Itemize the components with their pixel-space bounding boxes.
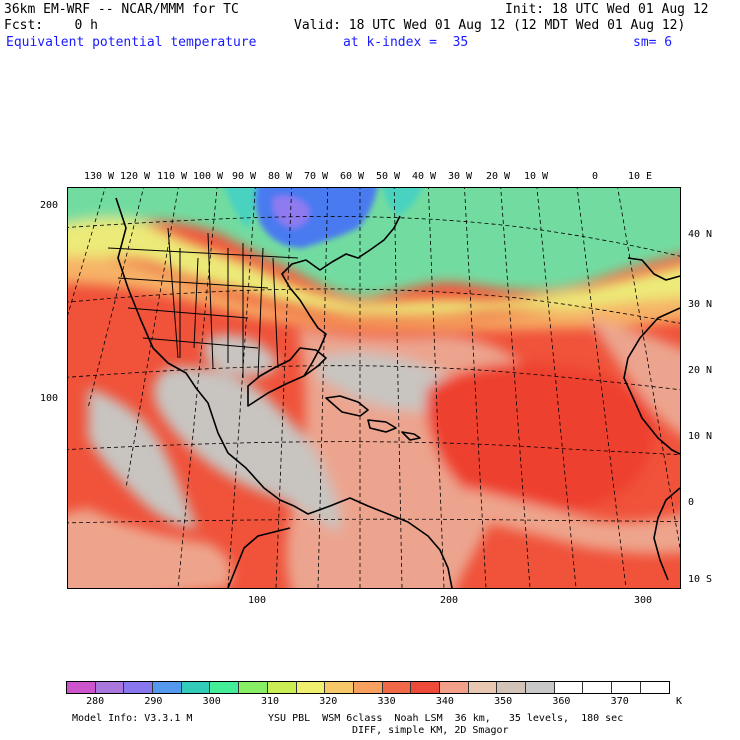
model-info: Model Info: V3.3.1 M — [72, 713, 193, 724]
colorbar-swatch — [353, 682, 383, 693]
colorbar-label: 360 — [552, 696, 571, 707]
longitude-label: 120 W — [119, 171, 151, 182]
state-borders — [107, 227, 299, 379]
longitude-label: 10 E — [627, 171, 653, 182]
colorbar-swatch — [382, 682, 412, 693]
colorbar-swatch — [583, 682, 613, 693]
longitude-label: 130 W — [83, 171, 115, 182]
cold-core-blue — [224, 188, 422, 248]
colorbar-units: K — [675, 696, 683, 707]
longitude-label: 70 W — [303, 171, 329, 182]
longitude-label: 20 W — [485, 171, 511, 182]
colorbar-swatch — [612, 682, 641, 693]
theta-e-shading — [68, 188, 680, 588]
latitude-label: 30 N — [688, 299, 713, 310]
longitude-label: 30 W — [447, 171, 473, 182]
colorbar-label: 280 — [86, 696, 105, 707]
y-tick-100: 100 — [40, 393, 59, 404]
graticule — [68, 188, 680, 588]
colorbar-label: 310 — [260, 696, 280, 707]
x-tick-300: 300 — [633, 595, 653, 606]
longitude-label: 110 W — [156, 171, 188, 182]
colorbar-swatch — [267, 682, 297, 693]
longitude-label: 0 — [591, 171, 599, 182]
colorbar-swatch — [468, 682, 498, 693]
latitude-label: 10 S — [688, 574, 713, 585]
smoothing-info: sm= 6 — [633, 35, 673, 50]
colorbar-swatch — [296, 682, 326, 693]
colorbar-swatch — [411, 682, 440, 693]
colorbar-swatch — [67, 682, 96, 693]
longitude-label: 10 W — [523, 171, 549, 182]
field-name: Equivalent potential temperature — [6, 35, 257, 50]
colorbar-swatch — [95, 682, 125, 693]
y-tick-200: 200 — [40, 200, 59, 211]
colorbar-swatch — [239, 682, 268, 693]
longitude-label: 50 W — [375, 171, 401, 182]
forecast-hour: Fcst: 0 h — [4, 18, 98, 33]
colorbar-swatch — [124, 682, 154, 693]
level-info: at k-index = 35 — [343, 35, 469, 50]
longitude-label: 40 W — [411, 171, 437, 182]
colorbar-label: 340 — [435, 696, 454, 707]
colorbar-swatch — [640, 682, 670, 693]
model-title: 36km EM-WRF -- NCAR/MMM for TC — [4, 2, 239, 17]
latitude-label: 10 N — [688, 431, 713, 442]
theta-e-map[interactable] — [67, 187, 681, 589]
colorbar — [66, 681, 671, 694]
colorbar-swatch — [181, 682, 211, 693]
colorbar-label: 320 — [319, 696, 338, 707]
longitude-label: 60 W — [339, 171, 365, 182]
colorbar-label: 350 — [494, 696, 513, 707]
physics-info: YSU PBL WSM 6class Noah LSM 36 km, 35 le… — [268, 713, 624, 724]
x-tick-200: 200 — [439, 595, 459, 606]
colorbar-swatch — [497, 682, 526, 693]
colorbar-swatch — [439, 682, 469, 693]
latitude-label: 20 N — [688, 365, 713, 376]
init-time: Init: 18 UTC Wed 01 Aug 12 — [505, 2, 709, 17]
colorbar-swatch — [153, 682, 182, 693]
valid-time: Valid: 18 UTC Wed 01 Aug 12 (12 MDT Wed … — [294, 18, 686, 33]
latitude-label: 40 N — [688, 229, 713, 240]
colorbar-label: 290 — [144, 696, 163, 707]
longitude-label: 90 W — [231, 171, 257, 182]
colorbar-label: 300 — [202, 696, 221, 707]
colorbar-label: 370 — [610, 696, 629, 707]
colorbar-swatch — [554, 682, 584, 693]
colorbar-swatch — [325, 682, 354, 693]
colorbar-swatch — [526, 682, 555, 693]
longitude-label: 80 W — [267, 171, 293, 182]
latitude-label: 0 — [688, 497, 695, 508]
x-tick-100: 100 — [247, 595, 267, 606]
longitude-label: 100 W — [192, 171, 224, 182]
diffusion-info: DIFF, simple KM, 2D Smagor — [352, 725, 509, 736]
colorbar-swatch — [210, 682, 240, 693]
colorbar-label: 330 — [377, 696, 396, 707]
